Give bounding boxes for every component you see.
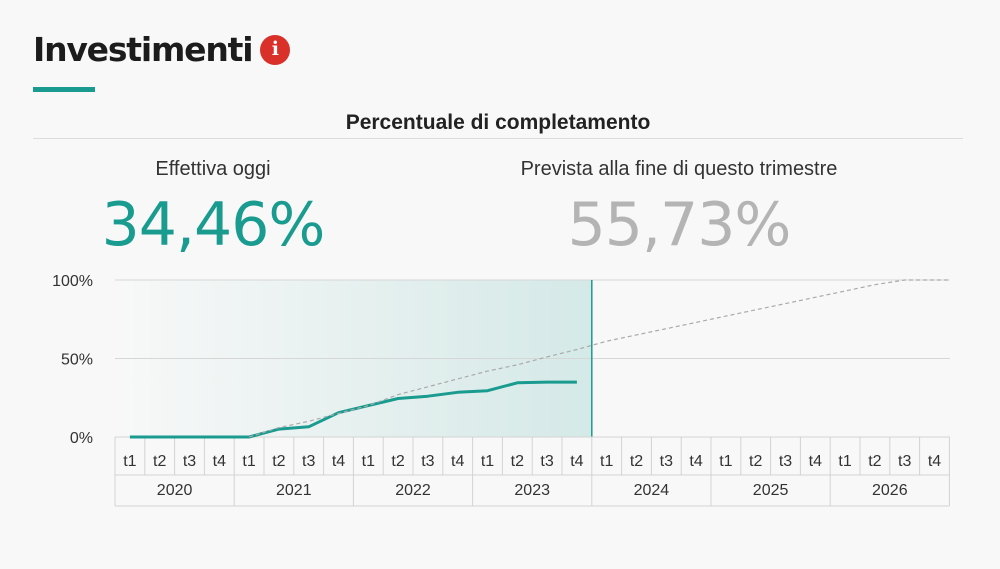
x-tick-label: t3 [183,453,196,470]
y-tick-label: 0% [70,430,93,447]
kpi-actual-label: Effettiva oggi [155,158,271,180]
x-tick-label: t2 [153,453,166,470]
x-tick-label: t1 [481,453,494,470]
x-tick-label: t3 [660,453,673,470]
x-tick-label: t4 [332,453,345,470]
year-label: 2021 [276,482,312,499]
x-tick-label: t3 [898,453,911,470]
x-tick-label: t4 [570,453,583,470]
year-label: 2026 [872,482,908,499]
x-tick-label: t1 [838,453,851,470]
x-tick-label: t1 [123,453,136,470]
info-icon[interactable]: i [260,34,291,65]
x-tick-label: t4 [809,453,822,470]
x-tick-label: t4 [451,453,464,470]
header: Investimenti i [33,30,291,69]
y-tick-label: 50% [61,352,93,369]
x-tick-label: t2 [391,453,404,470]
x-tick-label: t1 [242,453,255,470]
x-tick-label: t3 [421,453,434,470]
x-tick-label: t2 [630,453,643,470]
x-tick-label: t3 [779,453,792,470]
kpi-actual-value: 34,46% [101,190,326,260]
kpi-forecast-value: 55,73% [567,190,792,260]
x-tick-label: t2 [868,453,881,470]
x-tick-label: t2 [511,453,524,470]
title-accent-bar [33,87,95,92]
x-tick-label: t1 [719,453,732,470]
year-label: 2025 [753,482,789,499]
year-label: 2023 [514,482,550,499]
x-tick-label: t1 [600,453,613,470]
x-tick-label: t2 [749,453,762,470]
x-tick-label: t4 [689,453,702,470]
chart-title: Percentuale di completamento [345,111,651,134]
year-label: 2022 [395,482,431,499]
y-tick-label: 100% [52,273,93,290]
x-tick-label: t3 [540,453,553,470]
page-title: Investimenti [33,30,254,69]
x-tick-label: t4 [213,453,226,470]
x-tick-label: t4 [928,453,941,470]
x-tick-label: t1 [362,453,375,470]
year-label: 2024 [634,482,670,499]
x-tick-label: t2 [272,453,285,470]
divider [33,138,963,139]
x-tick-label: t3 [302,453,315,470]
kpi-forecast-label: Prevista alla fine di questo trimestre [520,158,838,180]
year-label: 2020 [157,482,193,499]
